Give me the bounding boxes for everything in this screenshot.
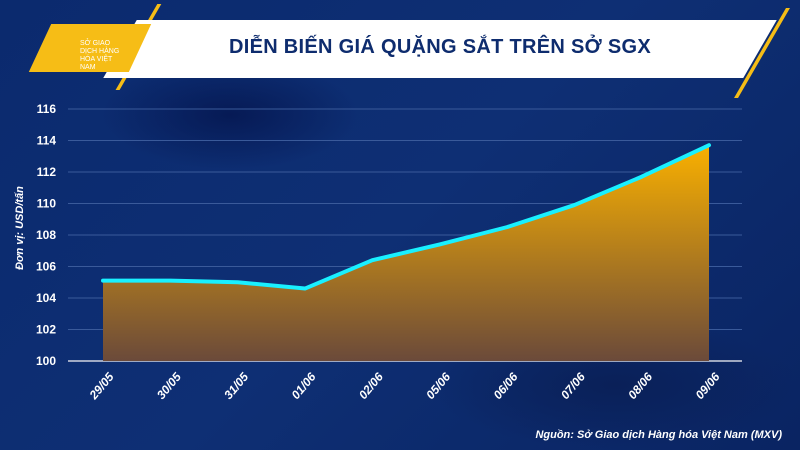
y-axis-label: Đơn vị: USD/tấn <box>13 186 26 270</box>
logo-text: SỞ GIAO DỊCH HÀNG HÓA VIỆT NAM <box>80 40 120 71</box>
x-tick-label: 02/06 <box>356 370 386 402</box>
x-tick-label: 09/06 <box>693 370 723 402</box>
x-tick-label: 07/06 <box>558 370 588 402</box>
decor-wave <box>100 60 360 170</box>
x-tick-label: 01/06 <box>289 370 319 402</box>
page-title: DIỄN BIẾN GIÁ QUẶNG SẮT TRÊN SỞ SGX <box>228 36 652 58</box>
y-tick-label: 114 <box>37 134 57 148</box>
y-tick-label: 106 <box>36 260 56 274</box>
x-tick-label: 08/06 <box>625 370 655 402</box>
x-tick-label: 31/05 <box>221 370 251 402</box>
y-tick-label: 104 <box>36 291 56 305</box>
x-tick-label: 06/06 <box>491 370 521 402</box>
y-tick-label: 112 <box>37 165 57 179</box>
x-tick-label: 05/06 <box>423 370 453 402</box>
x-tick-label: 30/05 <box>154 370 184 402</box>
y-tick-label: 100 <box>36 354 56 368</box>
y-tick-label: 116 <box>37 102 57 116</box>
y-tick-label: 110 <box>37 197 57 211</box>
y-tick-label: 102 <box>36 323 56 337</box>
series-line <box>101 143 711 291</box>
y-tick-label: 108 <box>36 228 56 242</box>
source-note: Nguồn: Sở Giao dịch Hàng hóa Việt Nam (M… <box>535 429 782 441</box>
x-tick-label: 29/05 <box>86 370 117 403</box>
